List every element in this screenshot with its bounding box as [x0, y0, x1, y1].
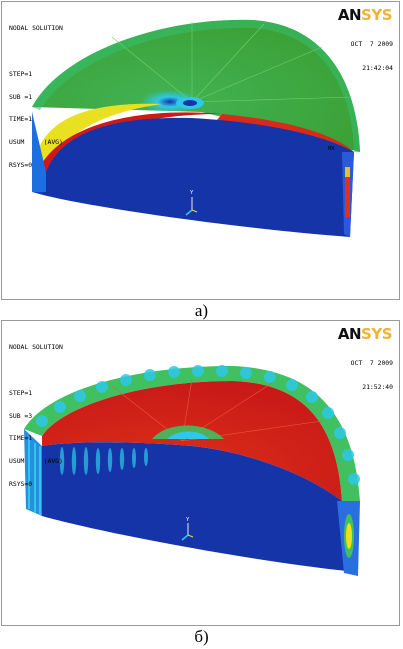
info-title-a: NODAL SOLUTION — [9, 24, 63, 33]
mesh-lines-a — [111, 22, 353, 103]
yellow-band-a — [37, 103, 162, 167]
ansys-logo-a: ANSYS — [337, 6, 393, 24]
logo-accent-b: SYS — [361, 325, 392, 343]
caption-a: а) — [194, 301, 209, 320]
result-plot-b: Y NODAL SOLUTION STEP=1 SUB =3 TIME=1 US… — [1, 320, 400, 626]
left-side-a — [32, 112, 46, 192]
ansys-logo-b: ANSYS — [337, 325, 393, 343]
right-hot-spot-a — [345, 177, 350, 217]
date-b: OCT 7 2009 — [350, 359, 393, 367]
info-sub-a: SUB =1 — [9, 92, 33, 101]
top-surface-b — [42, 381, 342, 501]
timestamp-b: OCT 7 2009 21:52:40 — [351, 343, 393, 407]
rim-edge-a — [32, 19, 360, 152]
info-usum-b: USUM (AVG) — [9, 457, 63, 466]
right-warm-spot-a — [345, 167, 350, 177]
info-usum-a: USUM (AVG) — [9, 138, 63, 147]
logo-main-b: AN — [337, 325, 362, 343]
info-block-a: NODAL SOLUTION STEP=1 SUB =1 TIME=1 USUM… — [9, 10, 63, 185]
hub-center-a — [183, 100, 197, 106]
info-block-b: NODAL SOLUTION STEP=1 SUB =3 TIME=1 USUM… — [9, 329, 63, 504]
date-a: OCT 7 2009 — [350, 40, 393, 48]
info-time-b: TIME=1 — [9, 434, 33, 443]
info-rsys-a: RSYS=0 — [9, 160, 33, 169]
axis-label-y-b: Y — [186, 517, 190, 523]
hub-cyan-b — [167, 431, 209, 439]
info-sub-b: SUB =3 — [9, 411, 33, 420]
rim-scallops-b — [36, 365, 360, 485]
result-plot-a: Y MX NODAL SOLUTION STEP=1 SUB =1 TIME=1… — [1, 1, 400, 300]
red-arc-a — [217, 114, 354, 152]
info-rsys-b: RSYS=0 — [9, 479, 33, 488]
time-a: 21:42:04 — [362, 64, 393, 72]
left-ribs-b — [28, 439, 41, 515]
info-time-a: TIME=1 — [9, 115, 33, 124]
time-b: 21:52:40 — [362, 383, 393, 391]
logo-main-a: AN — [337, 6, 362, 24]
info-step-b: STEP=1 — [9, 388, 33, 397]
logo-accent-a: SYS — [361, 6, 392, 24]
cut-face-a — [32, 112, 354, 237]
cut-face-b — [42, 442, 347, 571]
contour-model-a: Y MX — [32, 19, 360, 237]
axis-triad-b — [181, 523, 194, 541]
axis-label-y-a: Y — [190, 190, 194, 196]
caption-b: б) — [194, 627, 209, 646]
info-step-a: STEP=1 — [9, 69, 33, 78]
max-marker-a: MX — [328, 146, 335, 152]
cut-edge-ribs-b — [59, 447, 148, 475]
timestamp-a: OCT 7 2009 21:42:04 — [351, 24, 393, 88]
info-title-b: NODAL SOLUTION — [9, 343, 63, 352]
right-yellow-zone-b — [346, 523, 352, 549]
axis-triad-a — [185, 197, 198, 216]
contour-model-b: Y — [24, 365, 360, 576]
